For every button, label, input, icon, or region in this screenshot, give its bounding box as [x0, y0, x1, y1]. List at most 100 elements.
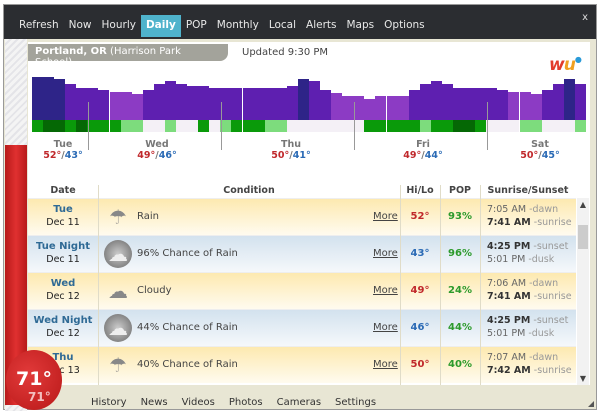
day-lo: 41°: [292, 150, 311, 161]
close-button[interactable]: x: [582, 12, 588, 23]
hourly-pop-cell: [541, 120, 553, 132]
tab-pop[interactable]: POP: [185, 19, 207, 31]
nav-news[interactable]: News: [140, 397, 168, 408]
hourly-bar: [87, 87, 99, 120]
header-condition: Condition: [223, 185, 275, 196]
hourly-pop-cell: [453, 120, 465, 132]
hourly-pop-cell: [242, 120, 254, 132]
hourly-pop-cell: [519, 120, 531, 132]
hourly-pop-cell: [98, 120, 110, 132]
hourly-bar: [286, 85, 298, 120]
hourly-bar: [453, 87, 465, 120]
row-condition: Cloudy: [137, 285, 172, 296]
night-rain-icon: ☁: [104, 240, 132, 268]
row-day: Wed: [50, 278, 76, 289]
day-temps: 52°/43°: [43, 150, 83, 161]
hourly-pop-cell: [297, 120, 309, 132]
hourly-bar: [120, 92, 132, 120]
nav-videos[interactable]: Videos: [181, 397, 215, 408]
hourly-pop-cell: [464, 120, 476, 132]
more-link[interactable]: More: [373, 211, 398, 222]
hourly-pop-cell: [164, 120, 176, 132]
tab-daily[interactable]: Daily: [140, 15, 181, 37]
wu-logo: wu●: [549, 55, 582, 75]
tab-monthly[interactable]: Monthly: [216, 19, 259, 31]
hourly-pop-cell: [342, 120, 354, 132]
day-temps: 49°/46°: [137, 150, 177, 161]
nav-history[interactable]: History: [91, 397, 127, 408]
tab-options[interactable]: Options: [384, 19, 425, 31]
hourly-bar: [153, 83, 165, 120]
hourly-bar: [231, 87, 243, 120]
day-lo: 45°: [541, 150, 560, 161]
hourly-pop-cell: [275, 120, 287, 132]
sun-time-1: 7:06 AM -dawn: [487, 278, 559, 289]
hourly-pop-cell: [54, 120, 66, 132]
hourly-pop-cell: [441, 120, 453, 132]
nav-photos[interactable]: Photos: [228, 397, 263, 408]
sun-time-1: 7:05 AM -dawn: [487, 204, 559, 215]
hourly-bar: [375, 96, 387, 120]
location-label: Portland, OR (Harrison Park School): [28, 44, 228, 68]
divider: [440, 185, 441, 385]
hourly-bar: [297, 79, 309, 120]
hourly-pop-cell: [198, 120, 210, 132]
hourly-pop-cell: [187, 120, 199, 132]
row-date: Dec 11: [46, 254, 80, 265]
scroll-thumb[interactable]: [578, 225, 588, 249]
sun-time-2: 7:41 AM -sunrise: [487, 217, 572, 228]
hourly-bar: [65, 83, 77, 120]
hourly-pop-cell: [286, 120, 298, 132]
thermometer-bulb: [6, 350, 62, 410]
hourly-bar: [164, 81, 176, 120]
tab-alerts[interactable]: Alerts: [306, 19, 337, 31]
hourly-pop-cell: [563, 120, 575, 132]
hourly-bar: [264, 87, 276, 120]
day-temps: 50°/41°: [271, 150, 311, 161]
hourly-bar: [397, 96, 409, 120]
more-link[interactable]: More: [373, 359, 398, 370]
resize-grip[interactable]: [588, 401, 594, 407]
hourly-bar: [43, 77, 55, 120]
tab-hourly[interactable]: Hourly: [101, 19, 136, 31]
more-link[interactable]: More: [373, 285, 398, 296]
scroll-down-icon[interactable]: ▼: [579, 374, 587, 383]
sun-time-2: 7:42 AM -sunrise: [487, 365, 572, 376]
hourly-pop-cell: [43, 120, 55, 132]
sun-time-2: 7:41 AM -sunrise: [487, 291, 572, 302]
feels-like-temp: 71°: [28, 390, 51, 404]
row-temp: 52°: [410, 211, 430, 222]
row-day: Tue Night: [36, 241, 90, 252]
divider: [98, 185, 99, 385]
more-link[interactable]: More: [373, 322, 398, 333]
scrollbar[interactable]: ▲ ▼: [577, 198, 589, 385]
day-lo: 44°: [424, 150, 443, 161]
tab-bar: Refresh Now Hourly Daily POP Monthly Local Aler…: [14, 15, 430, 37]
tab-maps[interactable]: Maps: [346, 19, 375, 31]
nav-cameras[interactable]: Cameras: [276, 397, 322, 408]
nav-settings[interactable]: Settings: [335, 397, 377, 408]
table-row: Wed Night Dec 12 ☁ 44% Chance of Rain Mo…: [28, 309, 576, 346]
hourly-pop-cell: [176, 120, 188, 132]
row-condition: 44% Chance of Rain: [137, 322, 238, 333]
table-row: Thu Dec 13 ☂ 40% Chance of Rain More 50°…: [28, 346, 576, 383]
hourly-bar: [253, 87, 265, 120]
hourly-pop-cell: [430, 120, 442, 132]
hourly-pop-cell: [87, 120, 99, 132]
hourly-bar: [530, 94, 542, 120]
header-pop: POP: [448, 185, 471, 196]
row-temp: 50°: [410, 359, 430, 370]
hourly-pop-cell: [419, 120, 431, 132]
hourly-bar: [198, 85, 210, 120]
day-divider: [487, 102, 488, 150]
tab-refresh[interactable]: Refresh: [19, 19, 59, 31]
more-link[interactable]: More: [373, 248, 398, 259]
tab-local[interactable]: Local: [268, 19, 297, 31]
row-condition: Rain: [137, 211, 159, 222]
hourly-bar: [364, 98, 376, 120]
tab-now[interactable]: Now: [68, 19, 92, 31]
scroll-up-icon[interactable]: ▲: [579, 200, 587, 209]
hourly-bar: [342, 96, 354, 120]
hourly-pop-cell: [408, 120, 420, 132]
hourly-bar: [353, 96, 365, 120]
